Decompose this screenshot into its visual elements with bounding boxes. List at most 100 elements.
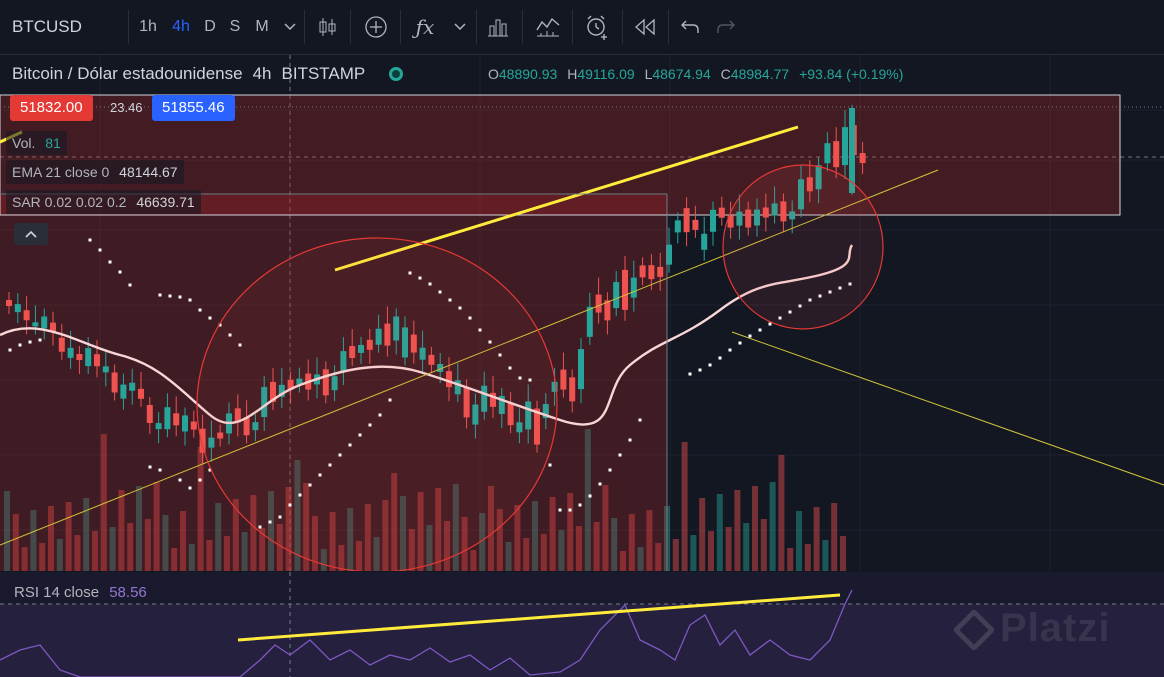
rsi-pane[interactable] [0,572,1164,677]
buy-price-button[interactable]: 51855.46 [152,95,235,121]
sar-dot [718,356,722,360]
sar-dot [128,283,132,287]
candle-body [129,382,136,391]
volume-bar [12,514,19,571]
candle-body [498,396,505,414]
candle-body [102,366,109,373]
timeframe-4h-button[interactable]: 4h [172,18,190,35]
volume-bar [268,491,274,571]
sar-dot [178,478,182,482]
sar-dot [18,343,22,347]
sar-dot [38,338,42,342]
timeframe-m-button[interactable]: M [255,18,269,35]
rsi-plot [0,572,1164,677]
interval-label: 4h [252,64,272,83]
candle-body [340,351,347,372]
volume-bar [127,523,134,571]
timeframe-d-button[interactable]: D [204,18,216,35]
volume-bar [461,517,468,571]
plus-circle-icon[interactable] [360,8,392,46]
change-value: +93.84 (+0.19%) [799,66,904,82]
indicators-icon[interactable] [532,8,564,46]
collapse-legend-button[interactable] [14,223,48,245]
sar-dot [408,271,412,275]
volume-bar [391,473,398,571]
candle-body [138,388,144,399]
sar-dot [258,525,262,529]
sar-dot [218,323,222,327]
candle-body [798,179,804,210]
volume-bar [109,527,116,571]
volume-bar [21,547,28,571]
symbol-search-button[interactable]: BTCUSD [12,17,82,36]
volume-bar [259,528,266,571]
candle-body [402,327,408,358]
volume-bar [373,537,380,571]
redo-icon[interactable] [712,8,740,46]
volume-bar [540,534,547,571]
price-chart[interactable] [0,55,1164,571]
volume-bar [276,524,283,571]
replay-icon[interactable] [630,8,660,46]
sar-dot [838,286,842,290]
undo-icon[interactable] [676,8,704,46]
candle-body [674,220,681,233]
candle-body [481,385,488,412]
sell-price-button[interactable]: 51832.00 [10,95,93,121]
candle-body [586,306,593,337]
volume-bar [822,540,829,571]
volume-bar [92,531,98,571]
rsi-divergence-line [237,593,841,642]
candlestick-icon[interactable] [312,8,342,46]
volume-bar [769,482,776,571]
candle-body [859,153,866,164]
ema-line [0,244,854,426]
trend-drawings [0,106,1164,571]
function-icon[interactable]: ƒx [415,15,435,39]
volume-bar [215,503,222,571]
sar-dot [198,308,202,312]
candle-body [507,403,514,426]
volume-legend[interactable]: Vol. 81 [6,131,67,155]
candle-body [85,348,92,367]
candle-body [384,323,391,346]
candle-body [410,334,417,353]
timeframe-1h-button[interactable]: 1h [139,18,157,35]
candle-body [190,421,197,430]
rsi-legend[interactable]: RSI 14 close 58.56 [14,584,147,601]
candle-body [428,354,435,365]
volume-bar [787,548,794,571]
volume-bar [505,542,512,571]
candle-body [41,316,48,329]
alarm-icon[interactable] [580,8,614,46]
candle-body [50,322,56,332]
sar-dot [818,294,822,298]
timeframe-s-button[interactable]: S [229,18,241,35]
bar-chart-icon[interactable] [482,8,514,46]
sar-dot [358,433,362,437]
sar-dot [188,486,192,490]
sar-dot [158,293,162,297]
sar-dot [438,290,442,294]
sar-legend[interactable]: SAR 0.02 0.02 0.2 46639.71 [6,190,201,214]
chevron-down-icon[interactable] [450,8,470,46]
ema-legend[interactable]: EMA 21 close 0 48144.67 [6,160,184,184]
toolbar-divider [304,10,305,44]
volume-bar [470,550,477,571]
chevron-down-icon[interactable] [280,8,300,46]
candle-body [182,415,188,432]
volume-bar [716,494,723,571]
rsi-line [0,589,853,677]
candle-body [578,349,584,390]
candle-body [296,378,303,385]
candle-body [525,401,532,430]
sar-dot [798,304,802,308]
market-status-icon[interactable] [389,67,404,81]
candle-body [771,203,778,216]
volume-bars [4,429,846,571]
sar-dot [558,508,562,512]
candle-body [234,408,241,423]
sar-dot [578,503,582,507]
top-toolbar: BTCUSD 1h 4h D S M ƒx [0,0,1164,55]
volume-bar [400,496,406,571]
